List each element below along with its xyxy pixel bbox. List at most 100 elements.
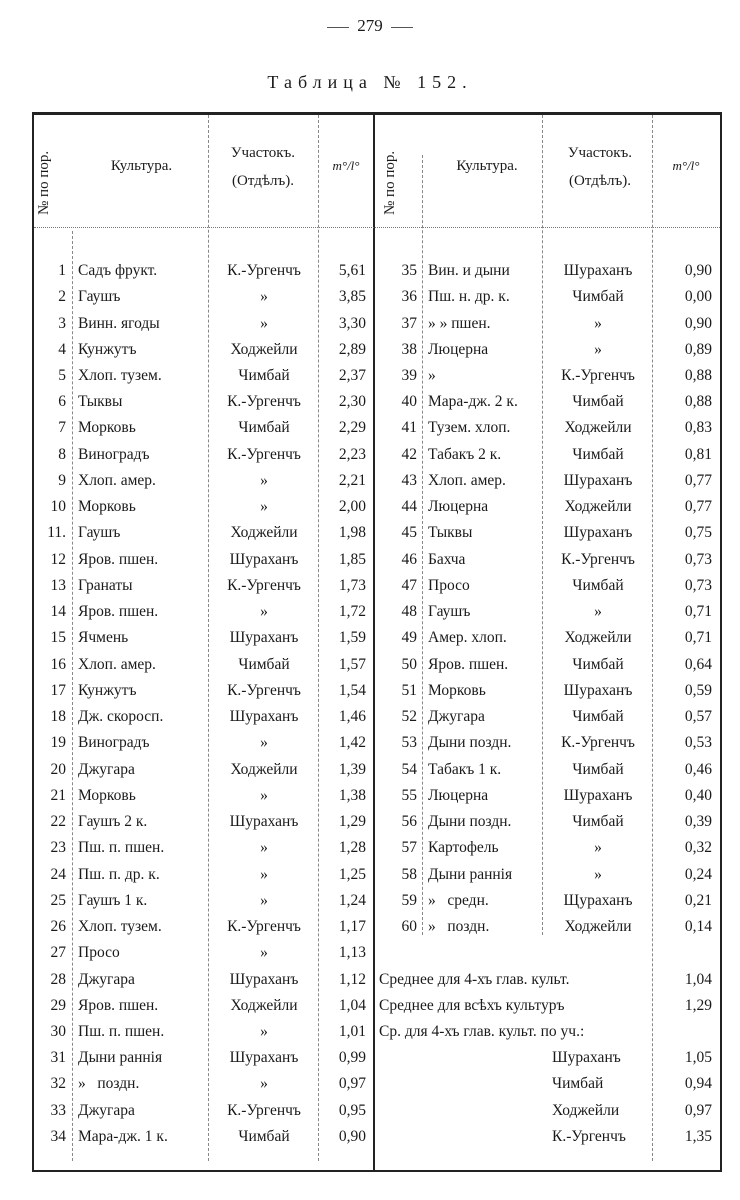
table-row: 41 Тузем. хлоп. Ходжейли 0,83 xyxy=(34,415,720,441)
value-cell: 0,24 xyxy=(684,865,712,883)
culture-cell: Пш. п. пшен. xyxy=(78,839,165,857)
row-number: 6 xyxy=(58,393,66,411)
plot-cell: К.-Ургенчъ xyxy=(227,918,301,935)
table-row: 34 Мара-дж. 1 к. Чимбай 0,90 xyxy=(34,1124,720,1150)
value-cell: 1,57 xyxy=(338,655,366,673)
plot-cell: » xyxy=(594,839,602,857)
plot-cell: » xyxy=(260,786,268,804)
header-number-left: № по пор. xyxy=(36,150,52,215)
row-number: 29 xyxy=(50,996,67,1014)
avg-all-value: 1,29 xyxy=(684,996,712,1014)
plot-cell: » xyxy=(260,1023,268,1040)
row-number: 27 xyxy=(50,944,67,962)
culture-cell: Бахча xyxy=(428,550,466,568)
culture-cell: Яров. пшен. xyxy=(78,603,159,621)
by-plot-value: 1,05 xyxy=(684,1049,712,1067)
table-row: 28 Джугара Шураханъ 1,12 xyxy=(34,967,720,993)
plot-cell: Щураханъ xyxy=(563,891,633,909)
value-cell: 0,57 xyxy=(684,708,712,726)
row-number: 33 xyxy=(50,1101,67,1119)
table-row: 25 Гаушъ 1 к. » 1,24 xyxy=(34,888,720,914)
value-cell: 3,85 xyxy=(338,288,366,306)
plot-cell: Шураханъ xyxy=(229,708,299,726)
value-cell: 1,98 xyxy=(338,524,366,542)
value-cell: 2,30 xyxy=(338,393,366,411)
table-row: 9 Хлоп. амер. » 2,21 xyxy=(34,468,720,494)
row-number: 58 xyxy=(401,865,418,883)
value-cell: 1,17 xyxy=(338,918,366,935)
table-row: 17 Кунжутъ К.-Ургенчъ 1,54 xyxy=(34,678,720,704)
header-plot-left-2: (Отдѣлъ). xyxy=(232,173,294,189)
row-number: 35 xyxy=(401,262,418,279)
table-row: 46 Бахча К.-Ургенчъ 0,73 xyxy=(34,547,720,573)
table-row: 32 » поздн. » 0,97 xyxy=(34,1071,720,1097)
plot-cell: » xyxy=(260,944,268,962)
culture-cell: Гаушъ 1 к. xyxy=(78,891,148,909)
table-row: 59 » средн. Щураханъ 0,21 xyxy=(34,888,720,914)
value-cell: 3,30 xyxy=(338,314,366,332)
header-plot-right-2: (Отдѣлъ). xyxy=(569,173,631,189)
table-row: 1 Садъ фрукт. К.-Ургенчъ 5,61 xyxy=(34,258,720,284)
row-number: 39 xyxy=(401,367,418,384)
value-cell: 2,21 xyxy=(338,471,366,489)
culture-cell: » xyxy=(428,367,436,384)
table-row: 23 Пш. п. пшен. » 1,28 xyxy=(34,835,720,861)
culture-cell: Люцерна xyxy=(428,340,489,358)
value-cell: 0,81 xyxy=(684,445,712,463)
plot-cell: Шураханъ xyxy=(229,813,299,830)
culture-cell: Тыквы xyxy=(78,393,123,411)
plot-cell: » xyxy=(260,603,268,621)
culture-cell: Дыни раннія xyxy=(428,865,513,883)
value-cell: 0,83 xyxy=(684,419,712,437)
plot-cell: Шураханъ xyxy=(229,970,299,988)
culture-cell: Яров. пшен. xyxy=(78,996,159,1014)
value-cell: 0,90 xyxy=(684,314,712,332)
plot-cell: » xyxy=(594,340,602,358)
table-row: 4 Кунжутъ Ходжейли 2,89 xyxy=(34,337,720,363)
row-number: 52 xyxy=(401,708,418,726)
value-cell: 1,54 xyxy=(338,681,366,699)
value-cell: 0,14 xyxy=(684,918,712,935)
plot-cell: К.-Ургенчъ xyxy=(227,262,301,279)
culture-cell: Морковь xyxy=(78,498,136,516)
culture-cell: Вин. и дыни xyxy=(428,262,510,279)
table-row: 22 Гаушъ 2 к. Шураханъ 1,29 xyxy=(34,809,720,835)
table-title: Таблица № 152. xyxy=(267,72,473,92)
row-number: 48 xyxy=(401,603,418,621)
value-cell: 1,85 xyxy=(338,550,366,568)
table-row: 21 Морковь » 1,38 xyxy=(34,783,720,809)
plot-cell: Чимбай xyxy=(572,813,624,830)
row-number: 46 xyxy=(401,550,418,568)
plot-cell: » xyxy=(594,603,602,621)
table-row: 27 Просо » 1,13 xyxy=(34,940,720,966)
table-row: 54 Табакъ 1 к. Чимбай 0,46 xyxy=(34,757,720,783)
plot-cell: Ходжейли xyxy=(230,760,298,778)
by-plot-name: Ходжейли xyxy=(552,1101,620,1119)
table-row: 48 Гаушъ » 0,71 xyxy=(34,599,720,625)
row-number: 60 xyxy=(401,918,418,935)
culture-cell: Дыни поздн. xyxy=(428,813,512,830)
value-cell: 0,73 xyxy=(684,576,712,594)
value-cell: 2,29 xyxy=(338,419,366,437)
plot-cell: Шураханъ xyxy=(563,262,633,279)
row-number: 7 xyxy=(58,419,66,437)
plot-cell: Шураханъ xyxy=(229,1049,299,1067)
table-row: 14 Яров. пшен. » 1,72 xyxy=(34,599,720,625)
plot-cell: » xyxy=(260,471,268,489)
culture-cell: Табакъ 2 к. xyxy=(428,445,502,463)
avg-main-value: 1,04 xyxy=(684,970,712,988)
row-number: 15 xyxy=(50,629,67,647)
table-row: 53 Дыни поздн. К.-Ургенчъ 0,53 xyxy=(34,730,720,756)
table-row: 18 Дж. скоросп. Шураханъ 1,46 xyxy=(34,704,720,730)
plot-cell: Ходжейли xyxy=(564,918,632,935)
culture-cell: Тыквы xyxy=(428,524,473,542)
by-plot-name: Чимбай xyxy=(552,1075,604,1093)
table-row: 31 Дыни раннія Шураханъ 0,99 xyxy=(34,1045,720,1071)
value-cell: 0,00 xyxy=(684,288,712,306)
table-row: 11. Гаушъ Ходжейли 1,98 xyxy=(34,520,720,546)
row-number: 40 xyxy=(401,393,418,411)
culture-cell: Хлоп. амер. xyxy=(78,471,156,489)
table-row: 7 Морковь Чимбай 2,29 xyxy=(34,415,720,441)
table-row: 2 Гаушъ » 3,85 xyxy=(34,284,720,310)
culture-cell: Хлоп. амер. xyxy=(428,471,506,489)
